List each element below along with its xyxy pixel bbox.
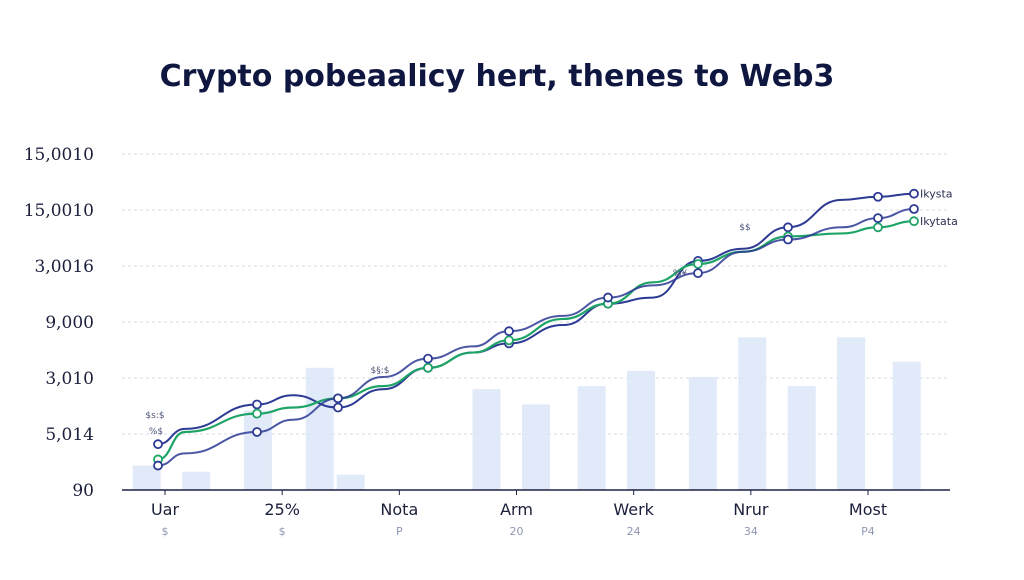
- data-point: [423, 353, 433, 364]
- gridlines: [122, 153, 950, 435]
- background-bar: [243, 410, 272, 490]
- x-tick-label: Most: [849, 500, 887, 519]
- background-bar: [688, 376, 717, 490]
- x-tick-sublabel: 34: [744, 525, 758, 538]
- legend-entry: Ikytata: [920, 215, 958, 228]
- data-point: [153, 439, 163, 450]
- chart-annotation: $s:$: [145, 411, 164, 421]
- background-bar: [305, 367, 334, 490]
- data-point: [333, 402, 343, 413]
- y-tick-label: 90: [72, 481, 94, 501]
- background-bar: [182, 471, 211, 490]
- background-bar: [627, 370, 656, 490]
- x-tick-sublabel: 24: [627, 525, 641, 538]
- data-point: [909, 204, 919, 214]
- background-bar: [738, 337, 767, 490]
- data-point: [693, 259, 703, 269]
- background-bar: [892, 361, 921, 490]
- background-bar: [472, 389, 501, 490]
- data-point: [504, 326, 514, 337]
- data-point: [693, 268, 703, 279]
- chart-annotation: %¥: [673, 269, 688, 279]
- chart-title: Crypto pobeaalicy hert, thenes to Web3: [160, 59, 835, 94]
- x-tick-label: Uar: [151, 500, 180, 519]
- chart-annotation: $$: [739, 223, 750, 233]
- background-bar: [522, 404, 550, 490]
- legend: Ikysta Ikytata: [920, 188, 958, 228]
- x-tick-label: Werk: [613, 500, 654, 519]
- data-point: [252, 408, 262, 419]
- data-point: [909, 216, 919, 227]
- tick-labels: 90 5,014 3,010 9,000 3,0016 15,0010 15,0010 Uar…: [24, 145, 887, 538]
- background-bar: [787, 386, 816, 490]
- data-point: [783, 234, 793, 245]
- axes: [122, 489, 950, 495]
- y-tick-label: 5,014: [45, 425, 94, 445]
- data-point: [504, 335, 514, 346]
- annotations: $s:$ $§:$ %¥ $$ %$: [145, 223, 750, 437]
- x-tick-sublabel: P: [396, 525, 403, 538]
- data-point: [873, 213, 883, 224]
- background-bar: [336, 474, 365, 490]
- y-tick-label: 9,000: [45, 313, 94, 333]
- y-tick-label: 3,0016: [35, 257, 94, 277]
- x-tick-sublabel: P4: [861, 525, 875, 538]
- data-point: [333, 393, 343, 404]
- x-tick-label: Arm: [500, 500, 533, 519]
- data-point: [909, 188, 919, 199]
- data-point: [873, 222, 883, 233]
- legend-entry: Ikysta: [920, 188, 953, 201]
- x-tick-sublabel: $: [162, 525, 169, 538]
- background-bar: [577, 386, 606, 490]
- data-point: [603, 292, 613, 303]
- data-point: [873, 191, 883, 202]
- series-line: [157, 192, 915, 446]
- y-tick-label: 15,0010: [24, 201, 94, 221]
- x-tick-label: Nota: [380, 500, 418, 519]
- chart-annotation: $§:$: [371, 366, 390, 376]
- background-bar: [837, 337, 866, 490]
- data-point: [783, 222, 793, 233]
- data-point: [423, 362, 433, 373]
- bar-layer: [132, 337, 921, 490]
- chart-annotation: %$: [149, 427, 163, 437]
- data-point: [252, 399, 262, 410]
- series-markers: [153, 188, 919, 471]
- data-point: [153, 460, 163, 471]
- y-tick-label: 3,010: [45, 369, 94, 389]
- x-tick-sublabel: $: [279, 525, 286, 538]
- x-tick-sublabel: 20: [510, 525, 524, 538]
- y-tick-label: 15,0010: [24, 145, 94, 165]
- x-tick-label: Nrur: [733, 500, 769, 519]
- x-tick-label: 25%: [264, 500, 300, 519]
- data-point: [252, 427, 262, 437]
